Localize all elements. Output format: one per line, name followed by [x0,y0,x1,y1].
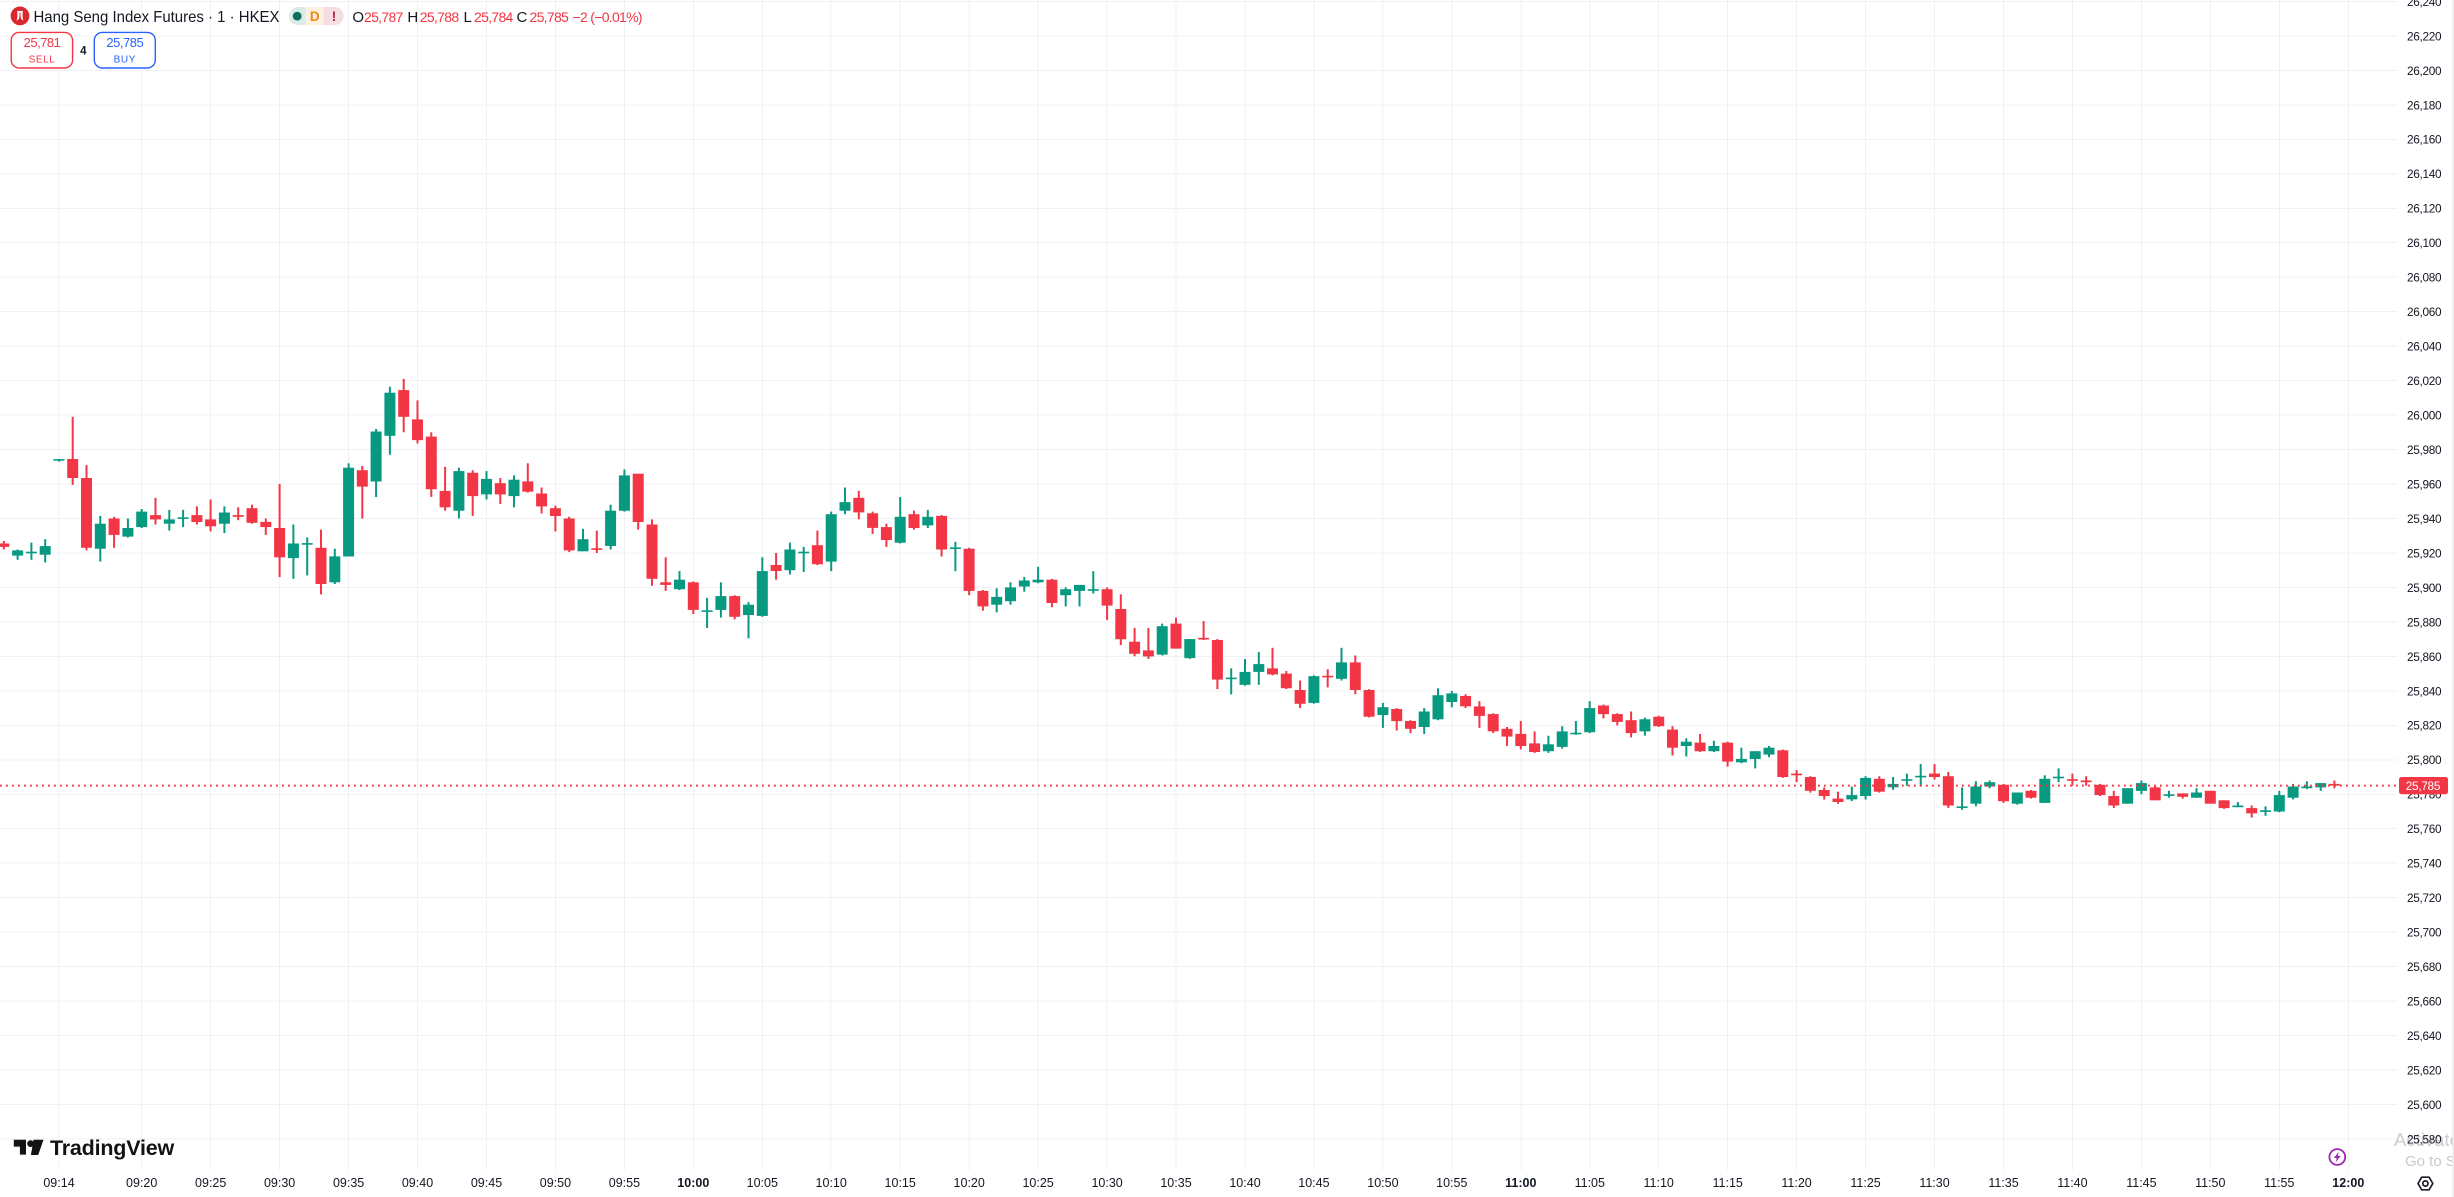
svg-text:4: 4 [80,45,87,57]
svg-text:11:35: 11:35 [1988,1176,2018,1190]
svg-text:25,600: 25,600 [2407,1098,2442,1112]
svg-text:09:30: 09:30 [264,1176,295,1190]
svg-text:26,080: 26,080 [2407,271,2442,285]
svg-text:25,820: 25,820 [2407,719,2442,733]
svg-text:TradingView: TradingView [50,1136,175,1160]
svg-text:10:20: 10:20 [954,1176,985,1190]
svg-text:12:00: 12:00 [2332,1176,2364,1190]
svg-text:26,040: 26,040 [2407,340,2442,354]
svg-text:25,620: 25,620 [2407,1063,2442,1077]
svg-text:25,860: 25,860 [2407,650,2442,664]
svg-text:25,700: 25,700 [2407,926,2442,940]
svg-text:10:40: 10:40 [1229,1176,1260,1190]
svg-text:26,100: 26,100 [2407,236,2442,250]
svg-text:25,840: 25,840 [2407,684,2442,698]
svg-text:26,020: 26,020 [2407,374,2442,388]
svg-text:25,880: 25,880 [2407,615,2442,629]
svg-text:26,220: 26,220 [2407,29,2442,43]
svg-text:09:14: 09:14 [43,1176,74,1190]
svg-text:!: ! [332,9,337,24]
svg-text:Activate Windows: Activate Windows [2394,1129,2454,1150]
svg-text:25,781: 25,781 [24,35,61,50]
svg-text:26,060: 26,060 [2407,305,2442,319]
svg-text:25,940: 25,940 [2407,512,2442,526]
svg-text:26,120: 26,120 [2407,202,2442,216]
svg-text:10:15: 10:15 [885,1176,916,1190]
svg-text:26,240: 26,240 [2407,0,2442,9]
svg-text:11:20: 11:20 [1781,1176,1811,1190]
svg-text:25,788: 25,788 [420,9,460,25]
svg-text:25,720: 25,720 [2407,891,2442,905]
svg-text:Hang Seng Index Futures · 1 ·: Hang Seng Index Futures · 1 · HKEX [34,9,280,26]
svg-text:25,787: 25,787 [364,9,404,25]
svg-text:11:55: 11:55 [2264,1176,2294,1190]
svg-text:SELL: SELL [29,55,56,66]
svg-text:11:25: 11:25 [1850,1176,1880,1190]
svg-text:L: L [464,9,472,26]
svg-text:25,660: 25,660 [2407,995,2442,1009]
svg-text:O: O [352,9,364,26]
svg-text:D: D [310,9,320,24]
svg-text:25,760: 25,760 [2407,822,2442,836]
svg-text:09:50: 09:50 [540,1176,571,1190]
svg-text:11:30: 11:30 [1919,1176,1949,1190]
svg-text:25,640: 25,640 [2407,1029,2442,1043]
svg-text:25,800: 25,800 [2407,753,2442,767]
svg-text:11:40: 11:40 [2057,1176,2087,1190]
svg-text:09:40: 09:40 [402,1176,433,1190]
svg-text:09:35: 09:35 [333,1176,364,1190]
svg-text:26,200: 26,200 [2407,64,2442,78]
svg-text:C: C [517,9,528,26]
svg-text:10:55: 10:55 [1436,1176,1467,1190]
svg-text:Go to Settings to activate Win: Go to Settings to activate Windows. [2405,1153,2454,1170]
svg-text:25,960: 25,960 [2407,477,2442,491]
svg-text:10:10: 10:10 [816,1176,847,1190]
svg-text:25,784: 25,784 [474,9,514,25]
svg-text:26,000: 26,000 [2407,409,2442,423]
svg-text:10:35: 10:35 [1160,1176,1191,1190]
svg-text:25,740: 25,740 [2407,857,2442,871]
svg-text:25,580: 25,580 [2407,1132,2442,1146]
svg-text:11:10: 11:10 [1644,1176,1674,1190]
svg-text:26,160: 26,160 [2407,133,2442,147]
svg-text:10:30: 10:30 [1091,1176,1122,1190]
svg-text:09:55: 09:55 [609,1176,640,1190]
svg-text:H: H [407,9,418,26]
svg-text:09:20: 09:20 [126,1176,157,1190]
svg-text:10:05: 10:05 [747,1176,778,1190]
svg-text:10:45: 10:45 [1298,1176,1329,1190]
svg-text:25,785: 25,785 [2406,779,2441,793]
svg-text:11:45: 11:45 [2126,1176,2156,1190]
svg-text:11:15: 11:15 [1713,1176,1743,1190]
svg-text:25,900: 25,900 [2407,581,2442,595]
svg-text:10:25: 10:25 [1022,1176,1053,1190]
svg-text:25,980: 25,980 [2407,443,2442,457]
svg-text:BUY: BUY [114,55,136,66]
svg-text:11:50: 11:50 [2195,1176,2225,1190]
svg-text:25,920: 25,920 [2407,546,2442,560]
svg-text:25,680: 25,680 [2407,960,2442,974]
svg-text:26,180: 26,180 [2407,98,2442,112]
svg-text:11:00: 11:00 [1505,1176,1536,1190]
svg-text:−2 (−0.01%): −2 (−0.01%) [573,9,642,25]
svg-text:26,140: 26,140 [2407,167,2442,181]
svg-text:10:00: 10:00 [677,1176,709,1190]
svg-text:09:25: 09:25 [195,1176,226,1190]
svg-text:09:45: 09:45 [471,1176,502,1190]
svg-text:25,785: 25,785 [530,9,570,25]
svg-text:11:05: 11:05 [1575,1176,1605,1190]
svg-text:25,785: 25,785 [106,35,143,50]
svg-text:10:50: 10:50 [1367,1176,1398,1190]
